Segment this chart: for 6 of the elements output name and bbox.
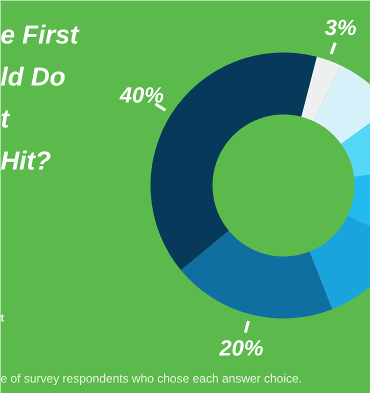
text: e First ld Do t Hit? xyxy=(0,20,80,176)
data-label: 3% xyxy=(324,15,357,40)
data-label: 40% xyxy=(118,82,164,108)
data-label: 20% xyxy=(218,336,264,361)
text: e of survey respondents who chose each answer choice. xyxy=(0,372,302,386)
text: t xyxy=(0,312,4,324)
